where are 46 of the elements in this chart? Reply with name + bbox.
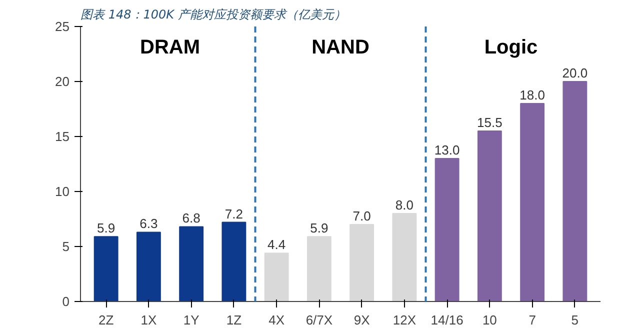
bar	[306, 236, 332, 302]
data-label: 13.0	[434, 142, 460, 158]
bar	[94, 236, 118, 302]
bar	[264, 252, 289, 302]
bar	[477, 130, 502, 302]
bar	[350, 224, 374, 302]
chart-title: 图表 148：100K 产能对应投资额要求（亿美元）	[80, 8, 346, 22]
bar	[179, 226, 204, 302]
bar	[222, 222, 246, 302]
data-label: 18.0	[520, 88, 545, 102]
x-tick-label: 10	[482, 312, 497, 328]
data-label: 20.0	[562, 66, 588, 80]
data-label: 6.3	[140, 216, 158, 232]
annotation: DRAM	[140, 36, 200, 58]
data-label: 4.4	[268, 237, 286, 252]
x-tick-label: 4X	[268, 312, 285, 328]
x-tick-label: 12X	[392, 312, 416, 328]
data-label: 5.9	[97, 220, 116, 236]
y-tick-label: 0	[62, 294, 70, 309]
bar	[520, 103, 545, 302]
bar	[392, 213, 417, 302]
x-tick-label: 14/16	[430, 312, 464, 328]
y-tick-label: 5	[62, 239, 70, 254]
bar	[562, 81, 588, 302]
data-label: 15.5	[477, 115, 502, 130]
annotation: Logic	[484, 36, 538, 58]
x-tick-label: 1Y	[183, 312, 200, 328]
y-tick-label: 10	[55, 184, 70, 199]
data-label: 5.9	[310, 220, 328, 236]
x-tick-label: 1Z	[226, 312, 242, 328]
x-tick-label: 5	[571, 312, 579, 328]
x-tick-label: 2Z	[98, 312, 114, 328]
data-label: 7.0	[352, 208, 371, 224]
bar	[136, 232, 161, 302]
x-tick-label: 1X	[140, 312, 157, 328]
x-tick-label: 9X	[354, 312, 370, 328]
data-label: 6.8	[182, 210, 200, 226]
x-tick-label: 7	[528, 312, 536, 328]
y-tick-label: 20	[55, 74, 70, 89]
x-tick-label: 6/7X	[306, 312, 333, 328]
data-label: 8.0	[395, 198, 414, 212]
y-tick-label: 15	[55, 129, 70, 144]
data-label: 7.2	[224, 206, 243, 222]
y-tick-label: 25	[55, 19, 70, 34]
bar	[434, 158, 460, 302]
annotation: NAND	[312, 36, 370, 58]
